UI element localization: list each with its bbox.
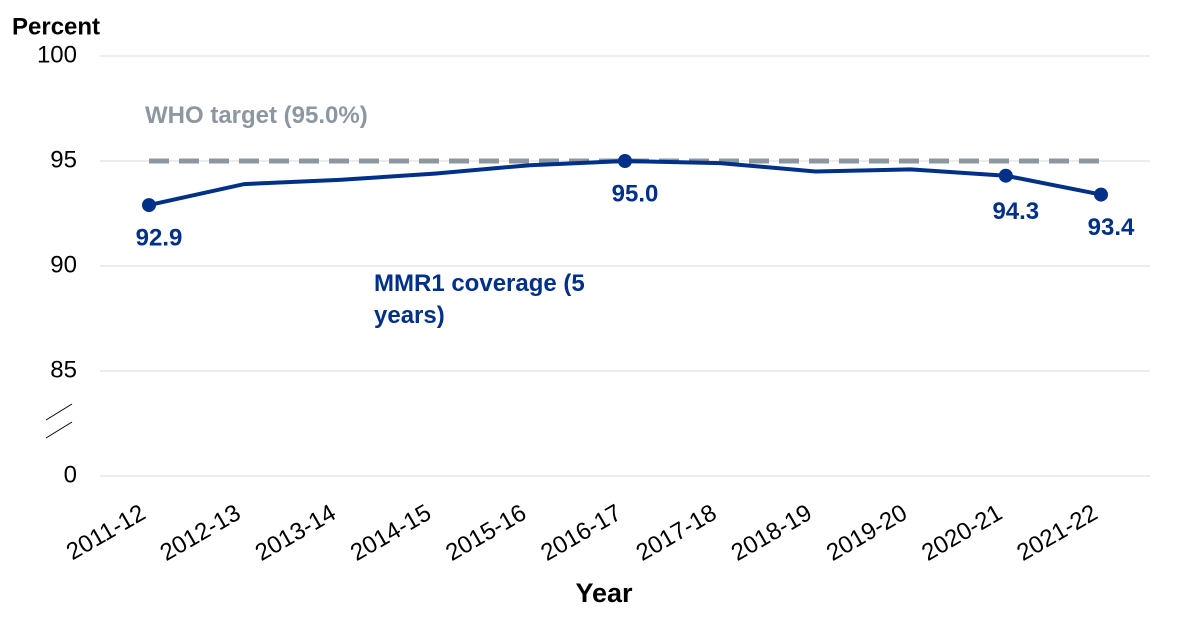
- x-tick-label: 2019-20: [822, 499, 912, 566]
- y-tick-label: 100: [37, 41, 77, 68]
- y-tick-label: 85: [50, 356, 77, 383]
- x-tick-label: 2013-14: [251, 499, 341, 566]
- x-tick-label: 2021-22: [1012, 499, 1102, 566]
- x-tick-label: 2016-17: [536, 499, 626, 566]
- x-tick-label: 2015-16: [441, 499, 531, 566]
- x-tick-label: 2011-12: [62, 499, 150, 566]
- data-label: 92.9: [136, 224, 183, 251]
- x-tick-label: 2018-19: [727, 499, 817, 566]
- y-tick-label: 0: [64, 461, 77, 488]
- data-label: 93.4: [1088, 214, 1135, 241]
- x-tick-label: 2012-13: [156, 499, 246, 566]
- point-marker: [998, 168, 1013, 183]
- series-label: WHO target (95.0%): [145, 102, 368, 129]
- point-marker: [1094, 187, 1108, 202]
- axis-break: [45, 421, 73, 439]
- x-tick-label: 2020-21: [917, 499, 1007, 566]
- x-axis-title: Year: [575, 578, 633, 608]
- series-label: MMR1 coverage (5 years): [374, 270, 585, 329]
- axis-break: [45, 403, 73, 421]
- data-label: 94.3: [992, 198, 1039, 225]
- y-tick-label: 95: [50, 146, 77, 173]
- point-marker: [142, 198, 156, 213]
- x-tick-label: 2014-15: [346, 499, 436, 566]
- x-tick-label: 2017-18: [632, 499, 722, 566]
- point-marker: [618, 154, 632, 168]
- y-axis-title: Percent: [12, 13, 100, 40]
- data-label: 95.0: [612, 180, 659, 207]
- y-tick-label: 90: [50, 251, 77, 278]
